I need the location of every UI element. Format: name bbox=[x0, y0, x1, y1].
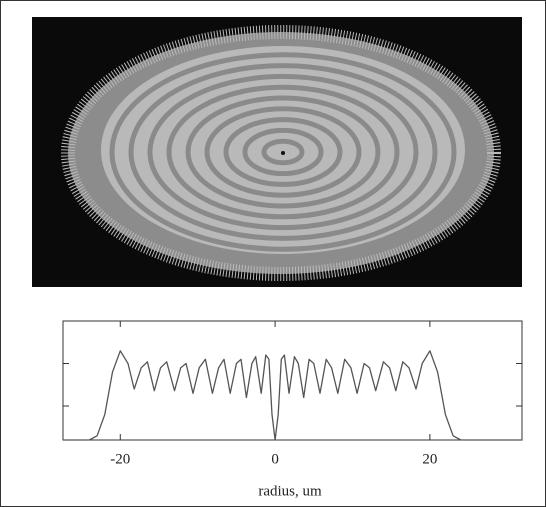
x-tick-label: -20 bbox=[110, 451, 130, 467]
rings bbox=[109, 52, 457, 252]
ring bbox=[223, 117, 343, 187]
center-dot bbox=[281, 151, 285, 155]
ring bbox=[128, 63, 438, 241]
ring bbox=[166, 84, 400, 220]
ring bbox=[109, 52, 457, 252]
ring bbox=[261, 138, 305, 166]
plot-frame bbox=[62, 320, 523, 441]
ring bbox=[185, 95, 381, 209]
ring bbox=[204, 106, 362, 198]
x-tick-label: 20 bbox=[422, 451, 437, 467]
ring-image bbox=[32, 17, 522, 287]
x-axis-label: radius, um bbox=[258, 483, 322, 499]
ring bbox=[147, 73, 419, 231]
data-line bbox=[63, 350, 522, 441]
halo-texture bbox=[61, 25, 501, 281]
x-tick-label: 0 bbox=[271, 451, 279, 467]
ring bbox=[242, 127, 324, 177]
